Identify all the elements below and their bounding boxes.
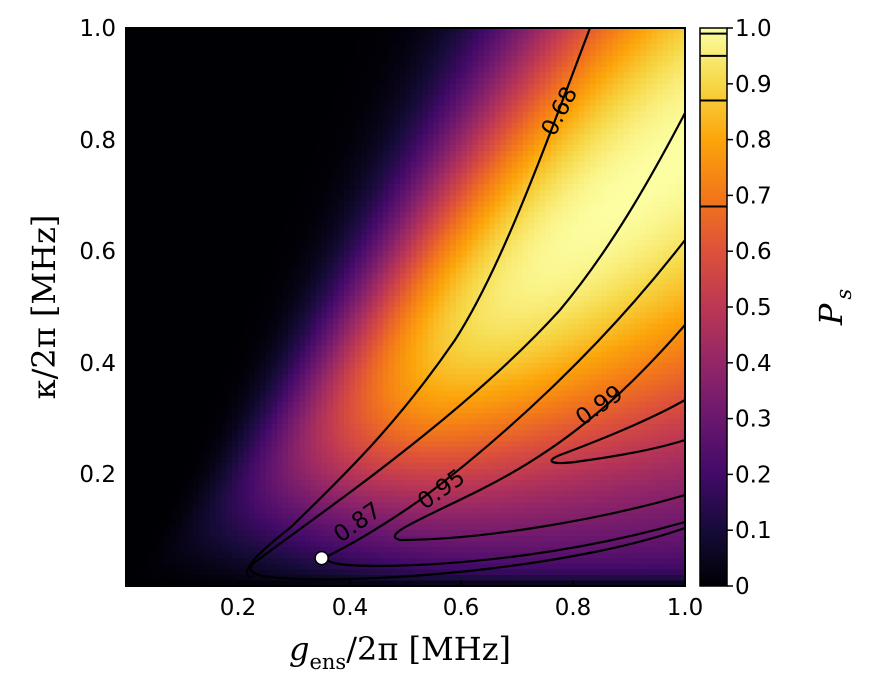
- contour-068: [245, 28, 592, 578]
- colorbar-tick-label: 0.8: [735, 128, 772, 154]
- x-axis-label-main: g: [289, 630, 309, 668]
- colorbar-tick-label: 0.2: [735, 462, 772, 488]
- y-tick-label-2: 0.4: [79, 351, 116, 377]
- y-tick-label-3: 0.6: [79, 239, 116, 265]
- y-tick-label-1: 0.2: [79, 462, 116, 488]
- colorbar-label-sub: s: [832, 289, 856, 300]
- x-tick-label-3: 0.6: [443, 595, 480, 621]
- heatmap-image: [126, 28, 685, 586]
- x-tick-label-4: 0.8: [555, 595, 592, 621]
- colorbar-tick-label: 1.0: [735, 16, 772, 42]
- colorbar-label: Ps: [812, 289, 856, 327]
- y-axis-label: κ/2π [MHz]: [25, 215, 63, 400]
- x-tick-label-1: 0.2: [220, 595, 257, 621]
- colorbar-tick-label: 0: [735, 574, 750, 600]
- colorbar-tick-label: 0.6: [735, 239, 772, 265]
- colorbar-label-main: P: [812, 303, 850, 326]
- colorbar-tick-label: 0.7: [735, 183, 772, 209]
- operating-point-marker: [314, 550, 329, 566]
- colorbar-tick-label: 0.3: [735, 407, 772, 433]
- x-axis-label-rest: /2π [MHz]: [346, 630, 511, 668]
- colorbar-contour-lines: [700, 32, 727, 208]
- contour-087-inner: [325, 239, 685, 568]
- heatmap-area: [126, 28, 685, 586]
- y-tick-label-5: 1.0: [79, 16, 116, 42]
- contour-lines: [245, 28, 685, 581]
- colorbar-tick-label: 0.4: [735, 351, 772, 377]
- colorbar-tick-label: 0.5: [735, 295, 772, 321]
- contour-095: [393, 324, 685, 542]
- y-tick-label-4: 0.8: [79, 128, 116, 154]
- y-axis: 0.2 0.4 0.6 0.8 1.0: [79, 16, 132, 488]
- colorbar-ticks: 0 0.1 0.2 0.3 0.4 0.5 0.6 0.7 0.8 0.9 1.0: [727, 16, 772, 600]
- x-axis-label: gens/2π [MHz]: [289, 630, 511, 674]
- x-axis: 0.2 0.4 0.6 0.8 1.0: [220, 580, 704, 621]
- contour-099: [550, 399, 685, 465]
- x-axis-label-sub: ens: [309, 650, 346, 674]
- colorbar-tick-label: 0.9: [735, 72, 772, 98]
- x-tick-label-5: 1.0: [667, 595, 704, 621]
- colorbar: 0 0.1 0.2 0.3 0.4 0.5 0.6 0.7 0.8 0.9 1.0 Ps: [699, 16, 856, 600]
- plot-frame: [125, 27, 686, 587]
- contour-087-outer: [249, 112, 685, 581]
- colorbar-gradient: [700, 28, 727, 586]
- colorbar-tick-label: 0.1: [735, 518, 772, 544]
- x-tick-label-2: 0.4: [332, 595, 369, 621]
